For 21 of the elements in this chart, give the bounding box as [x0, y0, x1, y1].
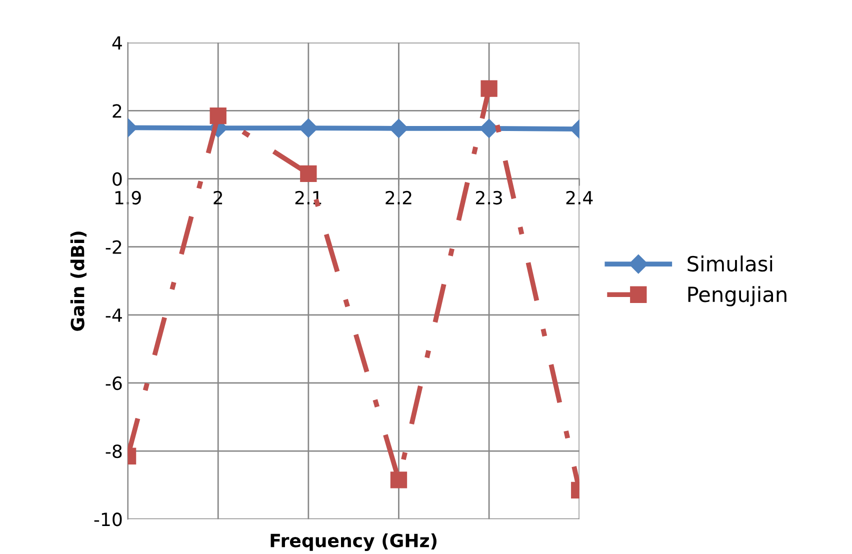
x-tick-label: 2.2 [386, 190, 412, 204]
y-tick-label: 2 [112, 104, 122, 118]
x-axis-title: Frequency (GHz) [270, 533, 436, 551]
legend-label: Simulasi [688, 256, 772, 272]
point [300, 165, 317, 182]
x-tick-label: 1.9 [115, 190, 141, 205]
point [298, 118, 318, 138]
y-tick-label: 0 [112, 172, 122, 186]
point [390, 472, 408, 488]
y-tick-label: -8 [106, 444, 122, 458]
y-tick-label: -6 [106, 376, 122, 390]
y-tick-label: -4 [106, 308, 122, 322]
y-tick-label: 4 [112, 36, 122, 50]
y-tick-label: -10 [94, 512, 122, 526]
point [389, 118, 408, 138]
y-axis-title: Gain (dBi) [70, 232, 87, 331]
x-tick-label: 2.4 [566, 190, 593, 204]
legend-label: Pengujian [688, 286, 786, 306]
y-tick-label: -2 [106, 240, 122, 254]
x-tick-label: 2 [214, 190, 222, 204]
x-tick-label: 2.3 [476, 190, 502, 205]
